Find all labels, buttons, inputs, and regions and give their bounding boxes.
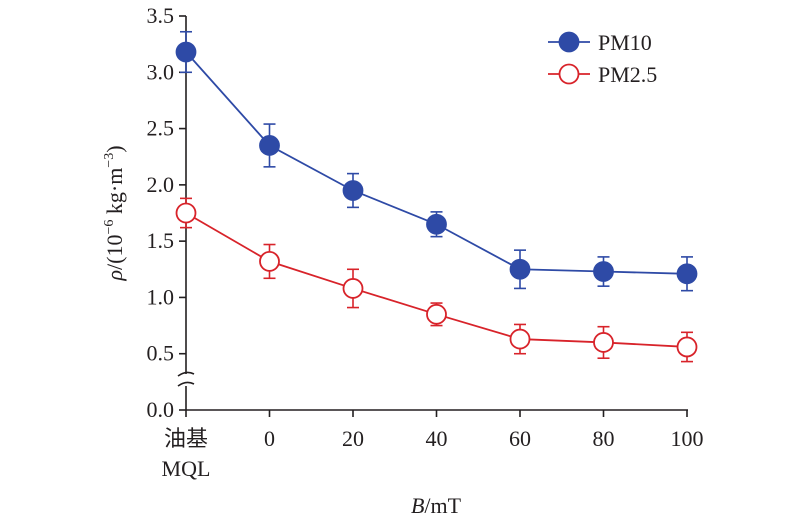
- data-point: [593, 261, 614, 282]
- y-axis-label-end: ): [102, 145, 127, 152]
- x-tick-label: 40: [426, 426, 448, 451]
- axis-break-mark-lower: [177, 381, 195, 387]
- x-axis-ticks: 油基 MQL 0 20 40 60 80 100: [162, 410, 704, 481]
- data-point: [426, 213, 447, 235]
- y-axis-label-sup1: −6: [102, 220, 117, 235]
- x-tick-label: 油基: [164, 426, 208, 451]
- legend-label: PM2.5: [598, 62, 657, 87]
- x-axis-label: B/mT: [411, 493, 462, 518]
- y-tick-label: 3.5: [147, 3, 175, 28]
- series-layer: [175, 30, 698, 363]
- y-axis-label-italic: ρ: [102, 270, 127, 282]
- y-axis-label-rest: /(10: [102, 235, 127, 270]
- y-tick-label: 0.0: [147, 397, 175, 422]
- legend: PM10 PM2.5: [548, 30, 657, 87]
- series-pm10: [175, 30, 698, 292]
- x-axis-label-rest: /mT: [424, 493, 461, 518]
- legend-marker: [558, 31, 580, 53]
- series-pm2-5: [175, 197, 698, 363]
- legend-marker: [558, 63, 580, 85]
- y-tick-label: 2.5: [147, 116, 175, 141]
- y-tick-label: 3.0: [147, 59, 175, 84]
- data-point: [342, 278, 364, 299]
- y-axis-ticks: 0.0 0.5 1.0 1.5 2.0 2.5 3.0 3.5: [147, 3, 186, 422]
- x-tick-label: 20: [342, 426, 364, 451]
- axis-break-mark-upper: [177, 371, 195, 377]
- x-axis-label-italic: B: [411, 493, 424, 518]
- y-tick-label: 1.5: [147, 228, 175, 253]
- data-point: [342, 180, 364, 201]
- y-tick-label: 1.0: [147, 284, 175, 309]
- y-axis-label: ρ/(10−6 kg·m−3): [102, 145, 127, 281]
- y-axis-label-sup2: −3: [102, 153, 117, 168]
- data-point: [676, 336, 698, 358]
- y-tick-label: 0.5: [147, 341, 175, 366]
- y-tick-label: 2.0: [147, 172, 175, 197]
- data-point: [175, 41, 197, 63]
- data-point: [175, 202, 197, 224]
- x-tick-label: 0: [264, 426, 275, 451]
- data-point: [509, 258, 531, 280]
- data-point: [259, 135, 280, 156]
- x-tick-label: 80: [593, 426, 615, 451]
- data-point: [593, 332, 614, 353]
- data-point: [676, 263, 698, 285]
- data-point: [259, 251, 280, 272]
- y-axis-label-mid: kg·m: [102, 168, 127, 220]
- legend-label: PM10: [598, 30, 652, 55]
- x-tick-label: MQL: [162, 456, 211, 481]
- data-point: [509, 328, 531, 350]
- x-tick-label: 100: [671, 426, 704, 451]
- data-point: [426, 303, 447, 325]
- x-tick-label: 60: [509, 426, 531, 451]
